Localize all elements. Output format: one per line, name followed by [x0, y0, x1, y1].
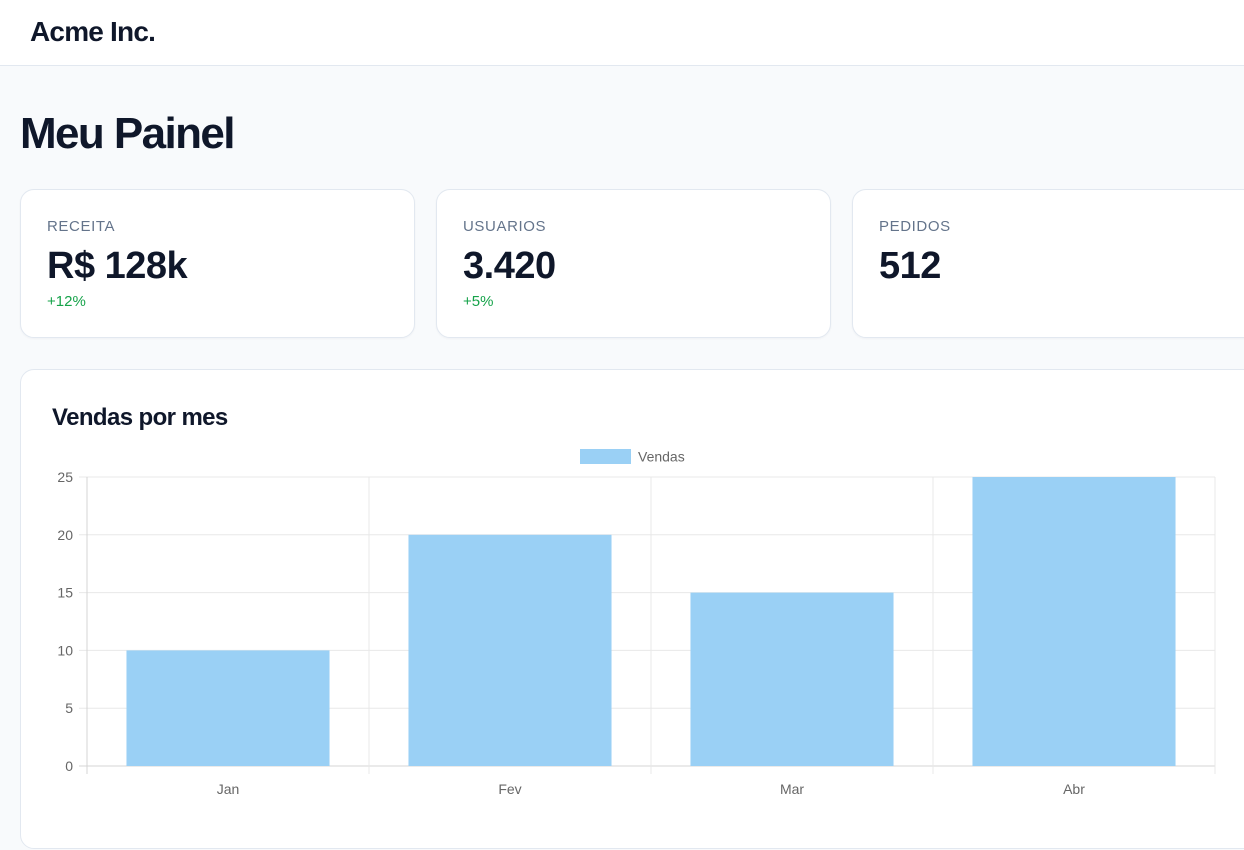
sales-bar-chart: 0 5 10 15 20 25 Jan Fev Mar Abr Vendas	[57, 449, 1216, 797]
chart-bar-jan	[126, 650, 330, 766]
chart-bar-fev	[408, 534, 612, 766]
kpi-label: PEDIDOS	[879, 218, 951, 235]
page-title: Meu Painel	[20, 109, 235, 158]
kpi-delta: +5%	[463, 293, 494, 310]
legend-swatch	[580, 449, 631, 464]
brand-logo[interactable]: Acme Inc.	[30, 16, 156, 47]
sales-chart-card: Vendas por mes 0 5 10 15 20 25 Jan Fev Mar Abr Ve…	[20, 369, 1244, 849]
y-tick-label: 20	[57, 527, 73, 543]
y-tick-label: 25	[57, 469, 73, 485]
x-tick-label: Jan	[217, 781, 240, 797]
x-tick-label: Fev	[498, 781, 521, 797]
kpi-delta: +12%	[47, 293, 86, 310]
legend-label: Vendas	[638, 449, 685, 465]
kpi-label: RECEITA	[47, 218, 116, 235]
kpi-card-pedidos: PEDIDOS 512	[852, 189, 1244, 338]
chart-bar-mar	[690, 592, 894, 766]
x-tick-label: Mar	[780, 781, 804, 797]
kpi-label: USUARIOS	[463, 218, 547, 235]
kpi-value: 512	[879, 245, 941, 287]
kpi-value: 3.420	[463, 245, 556, 287]
kpi-card-usuarios: USUARIOS 3.420 +5%	[436, 189, 831, 338]
top-bar: Acme Inc.	[0, 0, 1244, 66]
y-tick-label: 15	[57, 585, 73, 601]
kpi-value: R$ 128k	[47, 245, 188, 287]
y-tick-label: 10	[57, 642, 73, 658]
x-tick-label: Abr	[1063, 781, 1085, 797]
y-tick-label: 5	[65, 700, 73, 716]
chart-bar-abr	[972, 477, 1176, 766]
y-tick-label: 0	[65, 758, 73, 774]
chart-title: Vendas por mes	[52, 404, 228, 431]
kpi-card-receita: RECEITA R$ 128k +12%	[20, 189, 415, 338]
